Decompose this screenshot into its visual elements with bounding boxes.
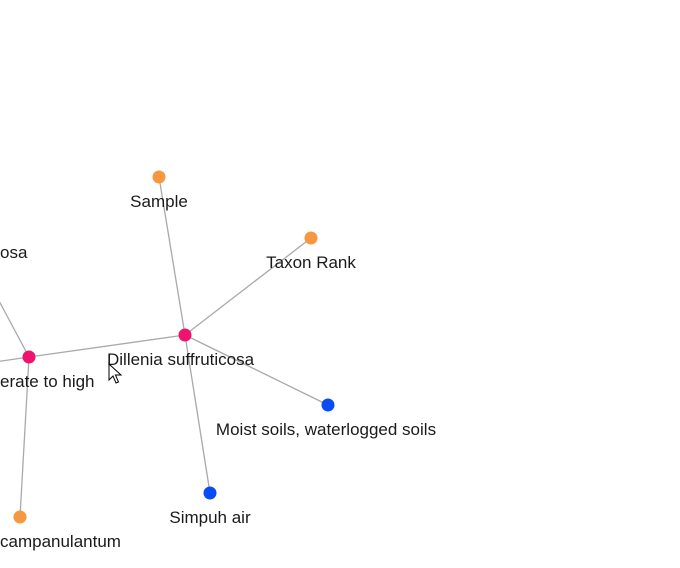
edge-moderate-osa: [0, 301, 30, 358]
labels-layer: Sample Taxon Rank osa Dillenia suffrutic…: [0, 192, 436, 551]
edge-dillenia-moderate: [28, 334, 186, 358]
node-label-moderate-to-high: erate to high: [0, 372, 95, 391]
edge-dillenia-taxon_rank: [184, 237, 312, 336]
node-label-taxon-rank: Taxon Rank: [266, 253, 356, 272]
node-campanulantum[interactable]: [13, 510, 27, 524]
node-label-moist-soils: Moist soils, waterlogged soils: [216, 420, 436, 439]
node-label-sample: Sample: [130, 192, 188, 211]
nodes-layer: [13, 170, 335, 524]
node-sample[interactable]: [152, 170, 166, 184]
node-simpuh[interactable]: [203, 486, 217, 500]
edge-moderate-offscreen_left: [0, 356, 30, 362]
edge-moderate-campanulantum: [19, 356, 30, 518]
node-moist[interactable]: [321, 398, 335, 412]
edges-layer: [0, 176, 329, 518]
node-moderate[interactable]: [22, 350, 36, 364]
node-label-campanulantum: campanulantum: [0, 532, 121, 551]
node-dillenia[interactable]: [178, 328, 192, 342]
mouse-cursor-icon: [108, 362, 123, 384]
edge-dillenia-moist: [184, 334, 329, 406]
node-label-simpuh-air: Simpuh air: [169, 508, 251, 527]
edge-dillenia-simpuh: [184, 334, 211, 494]
edge-dillenia-sample: [158, 176, 186, 336]
node-label-dillenia-suffruticosa: Dillenia suffruticosa: [107, 350, 255, 369]
node-taxon-rank[interactable]: [304, 231, 318, 245]
node-label-osa: osa: [0, 243, 28, 262]
